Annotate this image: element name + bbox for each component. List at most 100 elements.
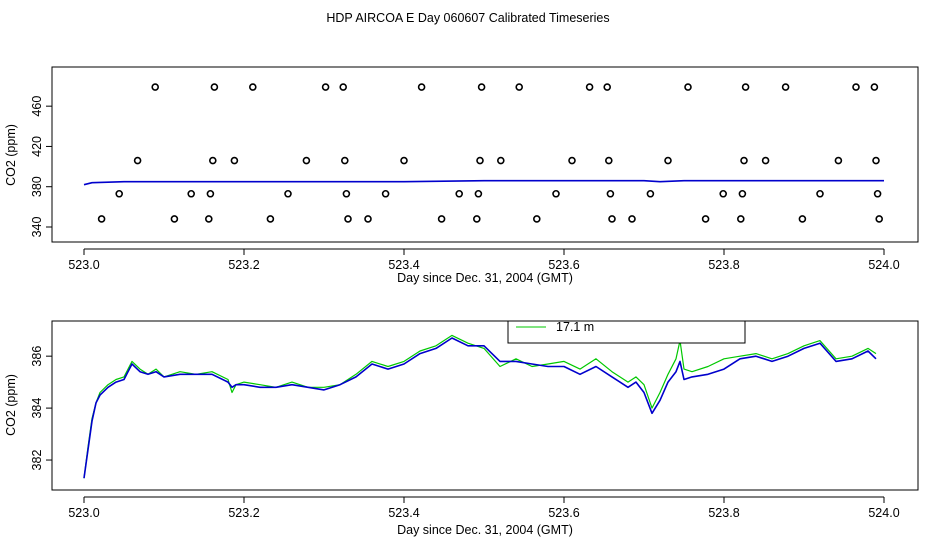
- data-point: [342, 189, 351, 198]
- data-point: [798, 215, 807, 223]
- y-tick-label: 340: [30, 217, 44, 238]
- data-point: [719, 189, 728, 198]
- bottom-y-axis: 382 384 386: [30, 346, 53, 471]
- data-point: [209, 156, 217, 165]
- data-point: [608, 215, 616, 223]
- x-tick-label: 524.0: [868, 506, 899, 520]
- data-point: [364, 215, 372, 223]
- data-point: [664, 156, 672, 165]
- x-tick-label: 523.2: [228, 506, 259, 520]
- top-plot-marks: [83, 83, 884, 223]
- bottom-y-axis-label: CO2 (ppm): [4, 374, 18, 436]
- data-point: [400, 156, 408, 165]
- data-point: [381, 189, 390, 198]
- data-point: [476, 156, 484, 165]
- x-tick-label: 523.4: [388, 258, 419, 272]
- data-point: [210, 83, 219, 91]
- data-point: [340, 156, 349, 165]
- data-point: [266, 215, 275, 223]
- data-point: [870, 83, 879, 91]
- data-point: [701, 215, 710, 223]
- y-tick-label: 460: [30, 96, 44, 117]
- data-point: [284, 189, 292, 198]
- data-point: [834, 156, 843, 165]
- data-point: [187, 189, 195, 198]
- data-point: [515, 83, 524, 91]
- series-line-blue: [83, 179, 884, 186]
- data-point: [816, 189, 824, 198]
- legend-box: [507, 320, 746, 344]
- top-x-axis-label: Day since Dec. 31, 2004 (GMT): [397, 271, 573, 285]
- data-point: [646, 189, 655, 198]
- bottom-x-axis-label: Day since Dec. 31, 2004 (GMT): [397, 523, 573, 537]
- data-point: [474, 189, 483, 198]
- data-point: [437, 215, 446, 223]
- y-tick-label: 384: [30, 398, 44, 419]
- x-tick-label: 523.0: [68, 506, 99, 520]
- data-point: [740, 156, 748, 165]
- bottom-x-axis: 523.0 523.2 523.4 523.6 523.8 524.0: [68, 496, 900, 520]
- x-tick-label: 523.6: [548, 258, 579, 272]
- top-y-axis: 340 380 420 460: [30, 96, 53, 238]
- data-point: [606, 189, 615, 198]
- data-point: [133, 156, 142, 165]
- data-point: [455, 189, 464, 198]
- top-plot-frame: [51, 66, 919, 243]
- data-point: [628, 215, 636, 223]
- series-line-blue: [83, 337, 877, 479]
- data-point: [344, 215, 352, 223]
- data-point: [339, 83, 348, 91]
- x-tick-label: 523.6: [548, 506, 579, 520]
- data-point: [97, 215, 106, 223]
- data-point: [741, 83, 750, 91]
- x-tick-label: 524.0: [868, 258, 899, 272]
- data-point: [684, 83, 692, 91]
- data-point: [170, 215, 179, 223]
- legend: 17.1 m: [507, 320, 746, 344]
- data-point: [206, 189, 215, 198]
- x-tick-label: 523.2: [228, 258, 259, 272]
- data-point: [852, 83, 860, 91]
- series-line-green: [83, 334, 877, 479]
- data-point: [230, 156, 239, 165]
- x-tick-label: 523.8: [708, 506, 739, 520]
- data-point: [875, 215, 884, 223]
- y-tick-label: 386: [30, 346, 44, 367]
- bottom-panel: 523.0 523.2 523.4 523.6 523.8 524.0 382 384 386…: [4, 320, 919, 537]
- data-point: [872, 156, 880, 165]
- data-point: [604, 156, 613, 165]
- data-point: [736, 215, 745, 223]
- top-x-axis: 523.0 523.2 523.4 523.6 523.8 524.0: [68, 248, 900, 272]
- data-point: [472, 215, 481, 223]
- data-point: [761, 156, 770, 165]
- x-tick-label: 523.4: [388, 506, 419, 520]
- x-tick-label: 523.8: [708, 258, 739, 272]
- data-point: [585, 83, 594, 91]
- x-tick-label: 523.0: [68, 258, 99, 272]
- data-point: [205, 215, 213, 223]
- data-point: [477, 83, 486, 91]
- y-tick-label: 382: [30, 450, 44, 471]
- chart-title: HDP AIRCOA E Day 060607 Calibrated Times…: [326, 11, 609, 25]
- data-point: [552, 189, 560, 198]
- y-tick-label: 420: [30, 136, 44, 157]
- data-point: [738, 189, 747, 198]
- data-point: [321, 83, 330, 91]
- data-point: [302, 156, 311, 165]
- y-tick-label: 380: [30, 176, 44, 197]
- data-point: [151, 83, 159, 91]
- data-point: [115, 189, 123, 198]
- data-point: [873, 189, 882, 198]
- top-panel: 523.0 523.2 523.4 523.6 523.8 524.0 340 380 420…: [4, 66, 919, 285]
- data-point: [496, 156, 505, 165]
- data-point: [781, 83, 790, 91]
- data-point: [249, 83, 257, 91]
- data-point: [568, 156, 576, 165]
- top-y-axis-label: CO2 (ppm): [4, 124, 18, 186]
- legend-entry-label: 17.1 m: [556, 320, 594, 334]
- bottom-plot-marks: [83, 334, 877, 479]
- data-point: [603, 83, 612, 91]
- data-point: [417, 83, 426, 91]
- data-point: [532, 215, 541, 223]
